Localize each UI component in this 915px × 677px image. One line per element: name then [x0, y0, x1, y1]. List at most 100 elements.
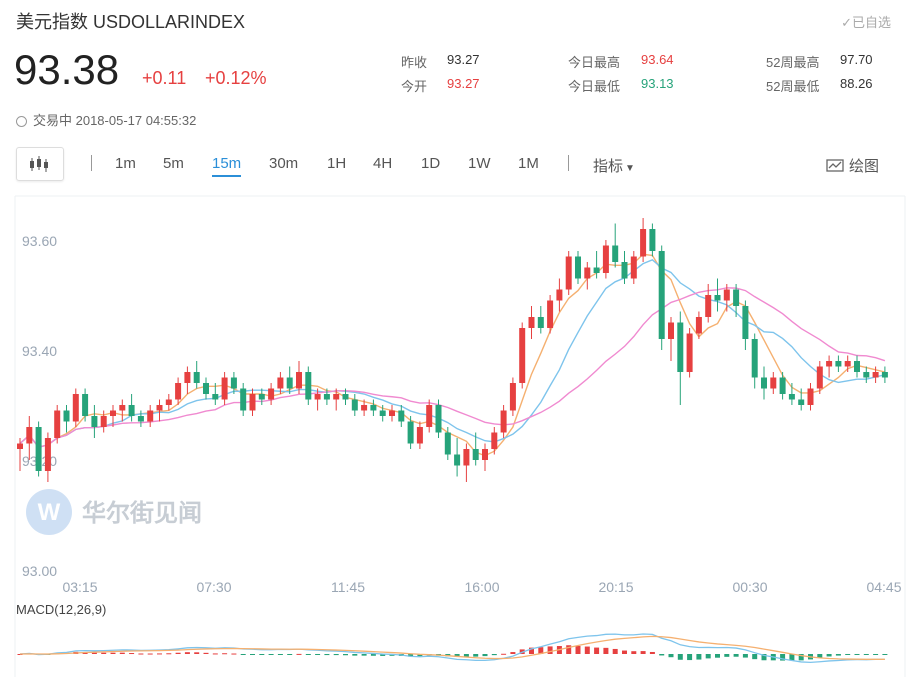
x-tick-label: 00:30: [732, 579, 767, 595]
stat-label-open: 今开: [401, 79, 428, 94]
candle-body: [779, 377, 786, 394]
candle-body: [677, 322, 684, 372]
candle-body: [82, 394, 89, 416]
macd-histogram-bar: [854, 654, 860, 655]
candle-body: [658, 251, 665, 339]
current-price: 93.38: [14, 46, 120, 93]
candle-body: [333, 394, 340, 400]
macd-histogram-bar: [91, 652, 97, 654]
stat-label-day-low: 今日最低: [568, 79, 621, 94]
period-1h[interactable]: 1H: [327, 155, 347, 172]
candle-body: [156, 405, 163, 411]
macd-histogram-bar: [687, 654, 693, 661]
draw-button[interactable]: 绘图: [826, 155, 879, 176]
candle-body: [798, 399, 805, 405]
stat-label-day-high: 今日最高: [568, 55, 621, 70]
candlestick-type-button[interactable]: [16, 147, 64, 181]
candle-body: [286, 377, 293, 389]
macd-histogram-bar: [231, 653, 237, 655]
period-1w[interactable]: 1W: [468, 155, 491, 172]
candle-body: [565, 256, 572, 290]
stat-value-day-low: 93.13: [641, 76, 674, 91]
candle-body: [509, 383, 516, 411]
candle-body: [277, 377, 284, 389]
macd-histogram-bar: [575, 645, 581, 654]
macd-histogram-bar: [240, 654, 246, 655]
macd-histogram-bar: [863, 654, 869, 655]
x-tick-label: 04:45: [866, 579, 901, 595]
macd-histogram-bar: [473, 654, 479, 657]
candle-body: [491, 432, 498, 449]
ma10-line: [19, 258, 886, 448]
macd-histogram-bar: [333, 654, 339, 656]
macd-histogram-bar: [138, 653, 144, 655]
macd-histogram-bar: [157, 653, 162, 655]
candle-body: [835, 361, 842, 367]
indicator-label: 指标: [593, 158, 624, 175]
stat-label-prev-close: 昨收: [401, 55, 428, 70]
watermark-text: 华尔街见闻: [82, 499, 202, 527]
macd-histogram-bar: [287, 654, 293, 655]
watermark-logo-icon: [26, 489, 72, 535]
candle-body: [714, 295, 721, 301]
draw-chart-icon: [826, 159, 844, 172]
candle-body: [119, 405, 126, 411]
macd-histogram-bar: [510, 652, 516, 654]
macd-histogram-bar: [603, 647, 609, 654]
macd-histogram-bar: [491, 654, 497, 656]
stat-label-52w-high: 52周最高: [766, 55, 820, 70]
macd-histogram-bar: [101, 652, 107, 654]
chart-toolbar: 1m 5m 15m 30m 1H 4H 1D 1W 1M 指标 ▼ 绘图: [0, 145, 915, 185]
price-change-pct: +0.12%: [205, 68, 267, 88]
period-1m[interactable]: 1m: [115, 155, 136, 172]
period-1d[interactable]: 1D: [421, 155, 441, 172]
macd-label: MACD(12,26,9): [16, 602, 106, 617]
candle-body: [593, 267, 600, 273]
indicator-menu[interactable]: 指标 ▼: [593, 155, 635, 176]
macd-histogram-bar: [501, 653, 507, 655]
candle-body: [649, 229, 656, 251]
candle-body: [72, 394, 79, 422]
macd-histogram-bar: [715, 654, 720, 658]
macd-histogram-bar: [380, 654, 386, 656]
candle-body: [621, 262, 628, 279]
candle-body: [612, 245, 619, 262]
macd-histogram-bar: [640, 651, 646, 654]
macd-histogram-bar: [184, 652, 190, 654]
macd-histogram-bar: [789, 654, 795, 661]
candle-body: [602, 245, 609, 273]
candle-body: [165, 399, 172, 405]
period-1mo[interactable]: 1M: [518, 155, 539, 172]
macd-histogram-bar: [584, 646, 590, 654]
stat-value-52w-high: 97.70: [840, 52, 873, 67]
y-tick-label: 93.00: [22, 563, 57, 579]
macd-histogram-bar: [119, 652, 125, 654]
y-tick-label: 93.40: [22, 343, 57, 359]
period-4h[interactable]: 4H: [373, 155, 393, 172]
candle-body: [63, 410, 70, 422]
macd-histogram-bar: [798, 654, 804, 661]
period-15m[interactable]: 15m: [212, 155, 242, 177]
macd-histogram-bar: [631, 651, 637, 654]
x-tick-label: 11:45: [331, 579, 365, 595]
period-30m[interactable]: 30m: [269, 155, 299, 172]
macd-histogram-bar: [222, 653, 228, 655]
macd-histogram-bar: [129, 653, 135, 655]
macd-histogram-bar: [166, 653, 172, 655]
macd-histogram-bar: [649, 651, 655, 654]
candle-body: [863, 372, 870, 378]
candle-body: [872, 372, 879, 378]
caret-down-icon: ▼: [625, 163, 635, 174]
candle-body: [26, 427, 33, 444]
favorite-status[interactable]: ✓已自选: [841, 15, 891, 30]
candle-body: [695, 317, 702, 334]
moving-averages: [19, 253, 886, 457]
candle-body: [128, 405, 135, 416]
macd-histogram-bar: [370, 654, 376, 656]
candle-body: [640, 229, 647, 257]
stat-label-52w-low: 52周最低: [766, 79, 820, 94]
x-tick-label: 16:00: [464, 579, 499, 595]
period-5m[interactable]: 5m: [163, 155, 184, 172]
stat-value-day-high: 93.64: [641, 52, 674, 67]
